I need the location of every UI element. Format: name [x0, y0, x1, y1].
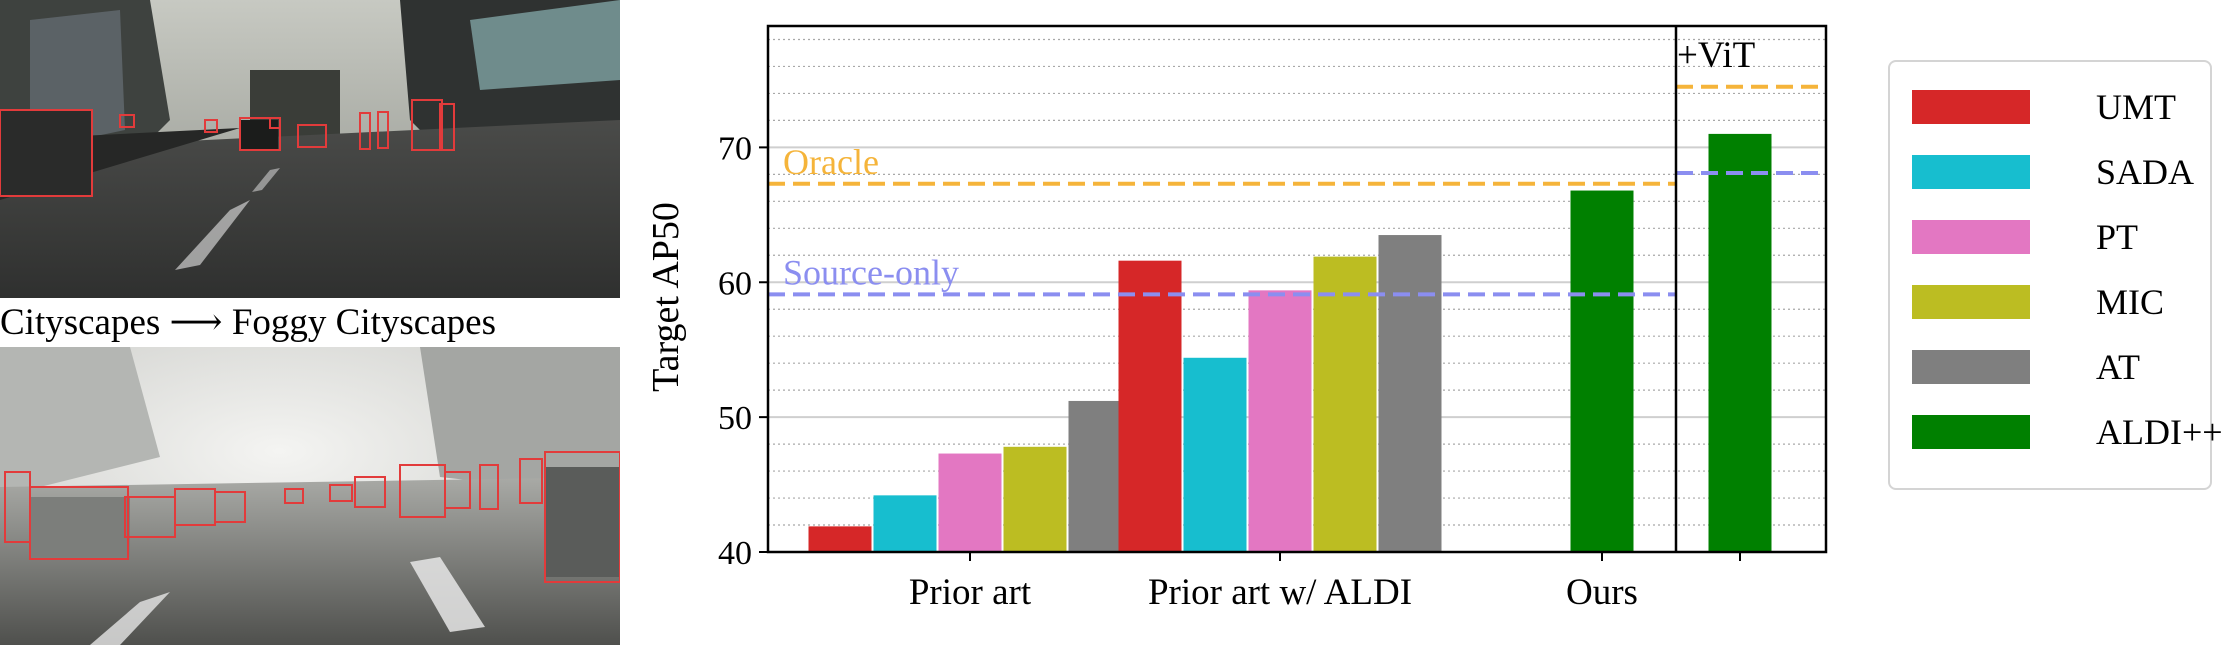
legend-item-pt: PT — [1912, 212, 2138, 262]
legend-label: PT — [2096, 217, 2139, 257]
legend-swatch — [1912, 285, 2030, 319]
bar-pt-group-1 — [1248, 290, 1312, 552]
y-axis-label: Target AP50 — [645, 202, 687, 392]
y-tick-label: 50 — [718, 400, 752, 437]
foggy-cityscapes-photo — [0, 347, 620, 645]
legend-swatch — [1912, 415, 2030, 449]
y-tick-label: 70 — [718, 130, 752, 167]
legend: UMT SADA PT MIC AT ALDI++ — [1888, 60, 2223, 490]
bar-at-group-1 — [1378, 235, 1442, 553]
bar-sada-group-0 — [873, 495, 937, 552]
legend-label: ALDI++ — [2096, 412, 2223, 452]
bar-umt-group-1 — [1118, 260, 1182, 552]
bar-mic-group-1 — [1313, 256, 1377, 552]
legend-swatch — [1912, 90, 2030, 124]
reference-line-label: Source-only — [783, 252, 959, 292]
legend-item-sada: SADA — [1912, 147, 2194, 197]
bars — [808, 133, 1772, 553]
legend-label: SADA — [2096, 152, 2195, 192]
bar-pt-group-0 — [938, 453, 1002, 552]
reference-lines: Oracle Source-only — [768, 84, 1826, 297]
legend-label: UMT — [2096, 87, 2176, 127]
y-tick-label: 40 — [718, 535, 752, 572]
reference-line-label: Oracle — [783, 142, 879, 182]
bar-mic-group-0 — [1003, 446, 1067, 552]
x-tick-label: Ours — [1566, 572, 1638, 613]
plot-frame — [766, 24, 1828, 554]
legend-item-mic: MIC — [1912, 277, 2164, 327]
vit-section-label: +ViT — [1677, 35, 1755, 76]
y-tick-label: 60 — [718, 265, 752, 302]
bar-sada-group-1 — [1183, 357, 1247, 552]
legend-swatch — [1912, 350, 2030, 384]
legend-swatch — [1912, 220, 2030, 254]
cityscapes-photo — [0, 0, 620, 298]
grid-lines — [768, 38, 1826, 526]
bar-umt-group-0 — [808, 526, 872, 552]
legend-item-umt: UMT — [1912, 82, 2176, 132]
axis-ticks: Prior art Prior art w/ ALDI Ours 40 50 60 70 — [718, 130, 1741, 613]
legend-item-aldiplusplus: ALDI++ — [1912, 407, 2223, 457]
legend-label: AT — [2096, 347, 2140, 387]
bar-aldiplusplus-group-3 — [1708, 133, 1772, 552]
bar-aldiplusplus-group-2 — [1570, 190, 1634, 553]
legend-swatch — [1912, 155, 2030, 189]
x-tick-label: Prior art — [909, 572, 1032, 613]
x-tick-label: Prior art w/ ALDI — [1148, 572, 1412, 613]
legend-label: MIC — [2096, 282, 2165, 322]
legend-item-at: AT — [1912, 342, 2140, 392]
photo-caption: Cityscapes ⟶ Foggy Cityscapes — [0, 302, 496, 343]
